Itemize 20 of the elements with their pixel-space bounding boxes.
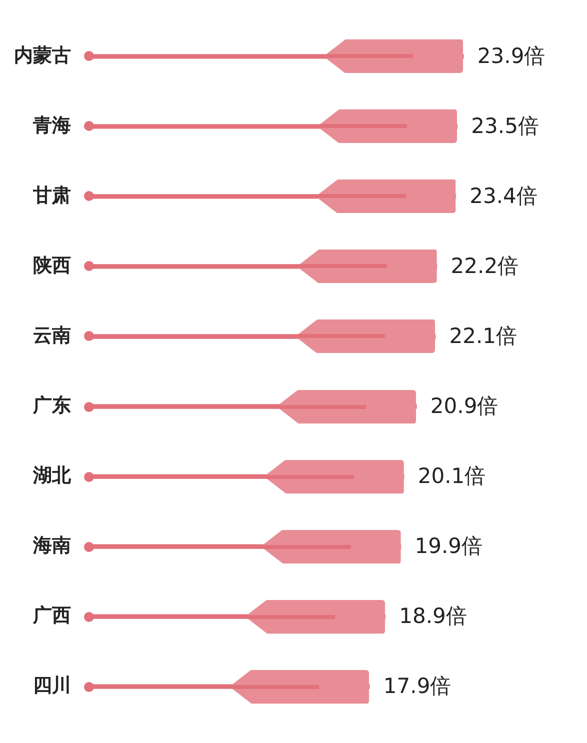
data-label: 23.5倍 <box>471 114 539 138</box>
data-label: 22.1倍 <box>449 324 517 348</box>
y-tick-label: 甘肃 <box>32 184 71 206</box>
data-label: 19.9倍 <box>414 534 483 558</box>
data-label: 20.9倍 <box>430 394 498 418</box>
data-label: 17.9倍 <box>383 674 452 698</box>
y-tick-label: 广西 <box>32 604 71 627</box>
y-tick-label: 青海 <box>32 114 71 136</box>
y-tick-label: 海南 <box>32 534 71 556</box>
data-label: 18.9倍 <box>399 604 467 628</box>
y-tick-label: 陕西 <box>33 254 71 276</box>
data-label: 23.9倍 <box>477 44 546 68</box>
y-tick-label: 云南 <box>33 324 71 346</box>
y-tick-label: 内蒙古 <box>14 44 71 66</box>
data-label: 23.4倍 <box>470 184 538 208</box>
data-label: 20.1倍 <box>418 464 486 488</box>
y-tick-label: 四川 <box>33 674 71 697</box>
y-tick-label: 湖北 <box>32 464 72 486</box>
y-tick-label: 广东 <box>32 394 71 416</box>
data-label: 22.2倍 <box>450 254 519 278</box>
